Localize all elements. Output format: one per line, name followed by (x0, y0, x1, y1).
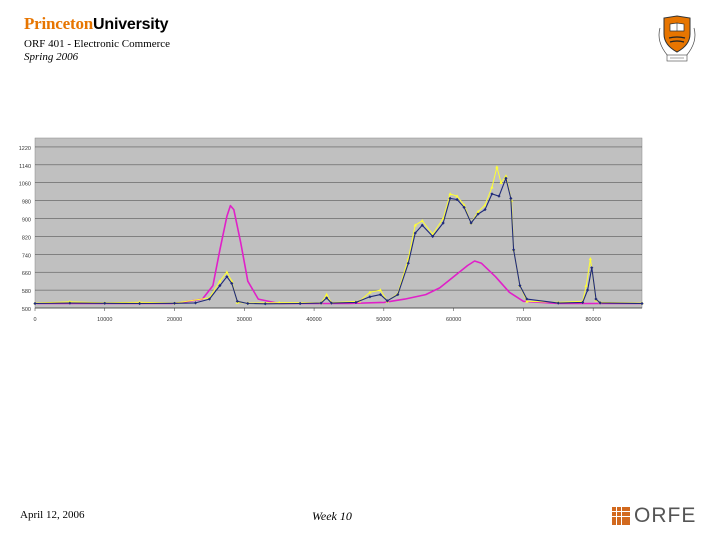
y-tick-label: 660 (22, 271, 31, 277)
orfe-logo-text: ORFE (634, 504, 697, 527)
line-chart: 500 580 660 740 820 900 980 1060 1140 1220 0 10000 2… (19, 137, 698, 323)
point-smoothing (225, 275, 229, 279)
y-tick-label: 580 (22, 289, 31, 295)
point-data (504, 174, 508, 178)
brand-princeton: Princeton (24, 14, 94, 33)
point-data (225, 270, 229, 274)
x-tick-label: 70000 (516, 317, 531, 323)
x-tick-label: 20000 (167, 317, 182, 323)
point-smoothing (354, 300, 358, 305)
point-data (483, 203, 487, 207)
x-tick-label: 80000 (586, 317, 601, 323)
series-line-function (35, 204, 642, 305)
x-tick-label: 50000 (376, 317, 391, 323)
point-data (455, 194, 459, 198)
point-data (499, 180, 503, 185)
point-smoothing (483, 207, 487, 212)
point-smoothing (512, 248, 516, 252)
princeton-shield-icon (658, 15, 696, 62)
x-tick-label: 60000 (446, 317, 461, 323)
point-data (525, 299, 529, 303)
footer-date: April 12, 2006 (20, 509, 85, 521)
point-smoothing (581, 300, 585, 305)
point-smoothing (455, 197, 459, 202)
point-smoothing (413, 231, 417, 235)
point-smoothing (441, 221, 445, 225)
point-data (588, 256, 593, 261)
x-tick-label: 30000 (237, 317, 252, 323)
point-smoothing (263, 302, 267, 306)
point-smoothing (469, 221, 473, 225)
point-smoothing (68, 301, 72, 305)
point-data (495, 165, 499, 169)
y-tick-label: 1140 (19, 164, 31, 170)
point-smoothing (246, 301, 250, 306)
point-data (324, 292, 329, 296)
y-tick-label: 740 (22, 253, 31, 259)
point-smoothing (490, 192, 494, 196)
x-tick-label: 40000 (306, 317, 321, 323)
point-data (218, 279, 222, 283)
point-smoothing (420, 223, 424, 227)
point-smoothing (497, 194, 501, 198)
point-data (584, 283, 588, 287)
x-tick-label: 10000 (97, 317, 112, 323)
y-tick-label: 1060 (19, 182, 31, 188)
point-smoothing (298, 301, 302, 306)
point-smoothing (462, 205, 466, 209)
point-smoothing (218, 284, 222, 288)
point-smoothing (431, 234, 435, 239)
point-smoothing (396, 292, 400, 297)
point-data (490, 185, 494, 189)
footer-week: Week 10 (312, 509, 352, 523)
point-smoothing (509, 196, 513, 200)
point-smoothing (319, 301, 323, 305)
point-smoothing (640, 301, 644, 306)
point-smoothing (518, 284, 522, 288)
point-smoothing (138, 301, 142, 306)
slide-header: PrincetonUniversity ORF 401 - Electronic… (24, 14, 170, 63)
chart-container: 500 580 660 740 820 900 980 1060 1140 1220 0 10000 2… (0, 128, 698, 328)
point-data (413, 223, 417, 227)
point-smoothing (329, 301, 334, 305)
orfe-logo: ORFE (612, 504, 696, 528)
point-smoothing (504, 176, 508, 180)
point-smoothing (476, 212, 480, 216)
y-tick-label: 1220 (19, 146, 31, 152)
y-tick-label: 980 (22, 200, 31, 206)
point-smoothing (33, 301, 37, 306)
point-smoothing (385, 299, 389, 303)
point-data (448, 192, 452, 196)
term-label: Spring 2006 (24, 51, 79, 63)
point-smoothing (448, 196, 452, 200)
y-tick-label: 900 (22, 218, 31, 224)
point-data (476, 210, 480, 214)
orfe-grid-icon (612, 507, 630, 525)
point-data (368, 290, 372, 294)
y-tick-label: 500 (22, 307, 31, 313)
y-tick-label: 820 (22, 235, 31, 241)
point-smoothing (325, 296, 329, 300)
princeton-university-logo: PrincetonUniversity (24, 14, 170, 34)
x-tick-label: 0 (33, 317, 36, 323)
plot-area (34, 137, 643, 309)
brand-university: University (93, 16, 169, 33)
point-data (378, 288, 383, 292)
point-smoothing (406, 261, 410, 265)
course-title: ORF 401 - Electronic Commerce (24, 38, 171, 50)
point-data (420, 218, 424, 223)
point-smoothing (368, 295, 372, 299)
point-smoothing (235, 299, 239, 303)
